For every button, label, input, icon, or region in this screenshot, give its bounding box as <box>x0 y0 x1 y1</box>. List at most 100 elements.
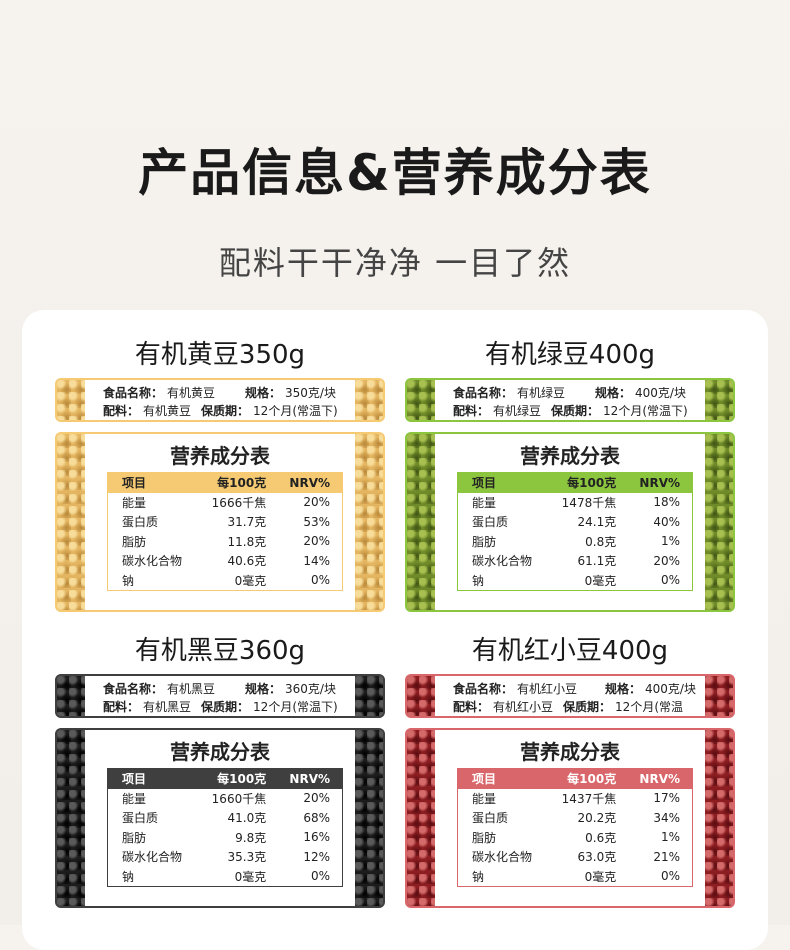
food-name-label: 食品名称： <box>103 682 164 696</box>
nutrient-nrv: 12% <box>303 849 330 864</box>
nutrition-row: 脂肪 11.8克 20% <box>108 532 343 552</box>
nutrient-nrv: 20% <box>303 534 330 549</box>
nutrient-amount: 35.3克 <box>227 850 267 865</box>
product-name: 有机黄豆350g <box>134 340 306 370</box>
shelf-life-label: 保质期： <box>563 700 612 714</box>
spec-label: 规格： <box>245 682 282 696</box>
food-name-label: 食品名称： <box>453 682 514 696</box>
nutrient-amount: 40.6克 <box>227 554 267 569</box>
nutrition-row: 脂肪 0.6克 1% <box>458 828 693 848</box>
nutrient-amount: 63.0克 <box>577 850 617 865</box>
nutrient-name: 碳水化合物 <box>472 554 533 569</box>
bean-texture-image <box>57 434 85 610</box>
nutrient-nrv: 0% <box>660 869 680 883</box>
nutrition-row: 碳水化合物 35.3克 12% <box>108 847 343 867</box>
nutrient-name: 能量 <box>472 495 497 510</box>
product-info-box: 食品名称： 有机绿豆 规格： 400克/块 配料： 有机绿豆 保质期： 12个月(常温下) <box>405 378 735 422</box>
nutrition-table: 项目 每100克 NRV% 能量 1437千焦 17% 蛋白质 20.2克 34% 脂肪 0.6克… <box>457 768 693 887</box>
bean-texture-image <box>705 730 733 906</box>
food-name-value: 有机红小豆 <box>517 682 578 696</box>
nutrition-row: 蛋白质 31.7克 53% <box>108 512 343 532</box>
nutrient-nrv: 1% <box>660 830 680 845</box>
ingredients-value: 有机黑豆 <box>143 700 192 714</box>
nutrition-header: 项目 每100克 NRV% <box>457 768 693 789</box>
nutrient-nrv: 21% <box>653 849 680 864</box>
nutrient-nrv: 20% <box>653 553 680 568</box>
nutrition-row: 蛋白质 24.1克 40% <box>458 512 693 532</box>
nutrient-nrv: 0% <box>310 869 330 883</box>
col-item: 项目 <box>107 472 198 493</box>
nutrient-amount: 31.7克 <box>227 515 267 530</box>
nutrient-name: 能量 <box>122 495 147 510</box>
nutrition-row: 钠 0毫克 0% <box>458 867 693 887</box>
nutrition-facts-box: 营养成分表 项目 每100克 NRV% 能量 1666千焦 20% 蛋白质 31.7克 53%… <box>55 432 385 612</box>
nutrient-amount: 0.6克 <box>585 830 617 845</box>
nutrient-amount: 1660千焦 <box>211 791 267 806</box>
nutrition-title: 营养成分表 <box>170 444 270 468</box>
nutrient-name: 钠 <box>122 869 135 884</box>
product-name: 有机红小豆400g <box>471 636 669 666</box>
bean-texture-image <box>355 380 383 420</box>
spec-value: 350克/块 <box>285 386 336 400</box>
bean-texture-image <box>407 434 435 610</box>
nutrition-row: 蛋白质 20.2克 34% <box>458 808 693 828</box>
bean-texture-image <box>705 434 733 610</box>
nutrition-row: 钠 0毫克 0% <box>108 867 343 887</box>
nutrient-nrv: 1% <box>660 534 680 549</box>
shelf-life-label: 保质期： <box>551 404 600 418</box>
shelf-life-value: 12个月(常温下) <box>253 404 338 418</box>
nutrition-row: 脂肪 0.8克 1% <box>458 532 693 552</box>
ingredients-label: 配料： <box>453 404 490 418</box>
nutrient-amount: 0毫克 <box>584 869 617 884</box>
nutrient-nrv: 20% <box>303 791 330 806</box>
nutrient-amount: 1666千焦 <box>211 495 267 510</box>
bean-texture-image <box>355 676 383 716</box>
nutrient-name: 钠 <box>472 869 485 884</box>
food-name-value: 有机绿豆 <box>517 386 566 400</box>
nutrient-amount: 1437千焦 <box>561 791 617 806</box>
nutrient-nrv: 17% <box>653 791 680 806</box>
nutrition-table: 项目 每100克 NRV% 能量 1666千焦 20% 蛋白质 31.7克 53% 脂肪 11.8… <box>107 472 343 591</box>
nutrient-name: 能量 <box>122 791 147 806</box>
bean-texture-image <box>407 730 435 906</box>
product-mung-bean: 有机绿豆400g 食品名称： 有机绿豆 规格： 400克/块 配料： 有机绿豆 保质期： 1… <box>405 332 735 612</box>
shelf-life-value: 12个月(常温下) <box>603 404 688 418</box>
nutrient-amount: 41.0克 <box>227 811 267 826</box>
col-per100: 每100克 <box>197 472 279 493</box>
nutrition-header: 项目 每100克 NRV% <box>457 472 693 493</box>
nutrient-amount: 0毫克 <box>584 573 617 588</box>
page-subtitle: 配料干干净净 一目了然 <box>218 244 572 282</box>
nutrition-header: 项目 每100克 NRV% <box>107 472 343 493</box>
nutrient-amount: 9.8克 <box>235 830 267 845</box>
nutrient-name: 脂肪 <box>472 830 497 845</box>
nutrient-amount: 0毫克 <box>234 869 267 884</box>
product-info-box: 食品名称： 有机黑豆 规格： 360克/块 配料： 有机黑豆 保质期： 12个月(常温下) <box>55 674 385 718</box>
nutrient-nrv: 14% <box>303 553 330 568</box>
nutrient-amount: 1478千焦 <box>561 495 617 510</box>
bean-texture-image <box>705 380 733 420</box>
nutrient-name: 碳水化合物 <box>472 850 533 865</box>
shelf-life-label: 保质期： <box>201 404 250 418</box>
bean-texture-image <box>705 676 733 716</box>
nutrient-amount: 0毫克 <box>234 573 267 588</box>
bean-texture-image <box>355 434 383 610</box>
nutrition-row: 碳水化合物 63.0克 21% <box>458 847 693 867</box>
nutrient-name: 能量 <box>472 791 497 806</box>
bean-texture-image <box>407 380 435 420</box>
nutrition-table: 项目 每100克 NRV% 能量 1478千焦 18% 蛋白质 24.1克 40% 脂肪 0.8克… <box>457 472 693 591</box>
nutrient-name: 脂肪 <box>122 830 147 845</box>
spec-label: 规格： <box>595 386 632 400</box>
nutrition-row: 能量 1478千焦 18% <box>458 493 693 513</box>
nutrition-row: 碳水化合物 40.6克 14% <box>108 551 343 571</box>
nutrient-amount: 11.8克 <box>227 534 267 549</box>
food-name-label: 食品名称： <box>103 386 164 400</box>
product-name: 有机绿豆400g <box>484 340 656 370</box>
spec-label: 规格： <box>245 386 282 400</box>
nutrition-title: 营养成分表 <box>520 740 620 764</box>
ingredients-value: 有机黄豆 <box>143 404 192 418</box>
product-red-bean: 有机红小豆400g 食品名称： 有机红小豆 规格： 400克/块 配料： 有机红小豆 保质… <box>405 628 735 908</box>
ingredients-value: 有机绿豆 <box>493 404 542 418</box>
nutrient-name: 脂肪 <box>122 534 147 549</box>
nutrition-table: 项目 每100克 NRV% 能量 1660千焦 20% 蛋白质 41.0克 68% 脂肪 9.8克… <box>107 768 343 887</box>
